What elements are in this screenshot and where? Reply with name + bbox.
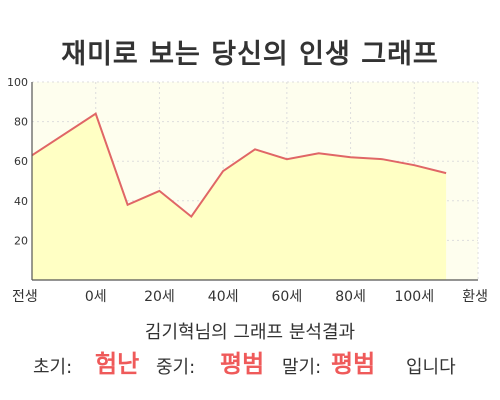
x-tick-labels: 전생 0세 20세 40세 60세 80세 100세 환생: [12, 289, 488, 305]
chart-title: 재미로 보는 당신의 인생 그래프: [61, 39, 439, 70]
analysis-result: 초기: 험난 중기: 평범 말기: 평범 입니다: [0, 347, 500, 379]
x-tick-label: 40세: [208, 289, 239, 305]
x-tick-label: 전생: [12, 289, 38, 305]
x-tick-label: 환생: [462, 289, 488, 305]
early-label: 초기:: [33, 357, 73, 378]
y-tick-label: 40: [14, 195, 28, 208]
mid-value: 평범: [220, 350, 265, 378]
late-value: 평범: [331, 350, 376, 378]
x-tick-label: 0세: [85, 289, 107, 305]
late-label: 말기:: [282, 357, 322, 378]
analysis-title: 김기혁님의 그래프 분석결과: [144, 322, 356, 343]
y-tick-label: 20: [14, 234, 28, 247]
y-tick-label: 80: [14, 116, 28, 129]
y-tick-labels: 20 40 60 80 100: [7, 76, 28, 247]
x-tick-label: 100세: [394, 289, 434, 305]
x-tick-label: 60세: [272, 289, 303, 305]
series-line: [31, 112, 447, 219]
x-tick-label: 80세: [335, 289, 366, 305]
mid-label: 중기:: [156, 357, 196, 378]
y-tick-label: 100: [7, 76, 28, 89]
y-tick-label: 60: [14, 155, 28, 168]
result-suffix: 입니다: [406, 357, 456, 378]
early-value: 험난: [95, 350, 140, 378]
x-tick-label: 20세: [144, 289, 175, 305]
area-fill: [32, 113, 447, 280]
